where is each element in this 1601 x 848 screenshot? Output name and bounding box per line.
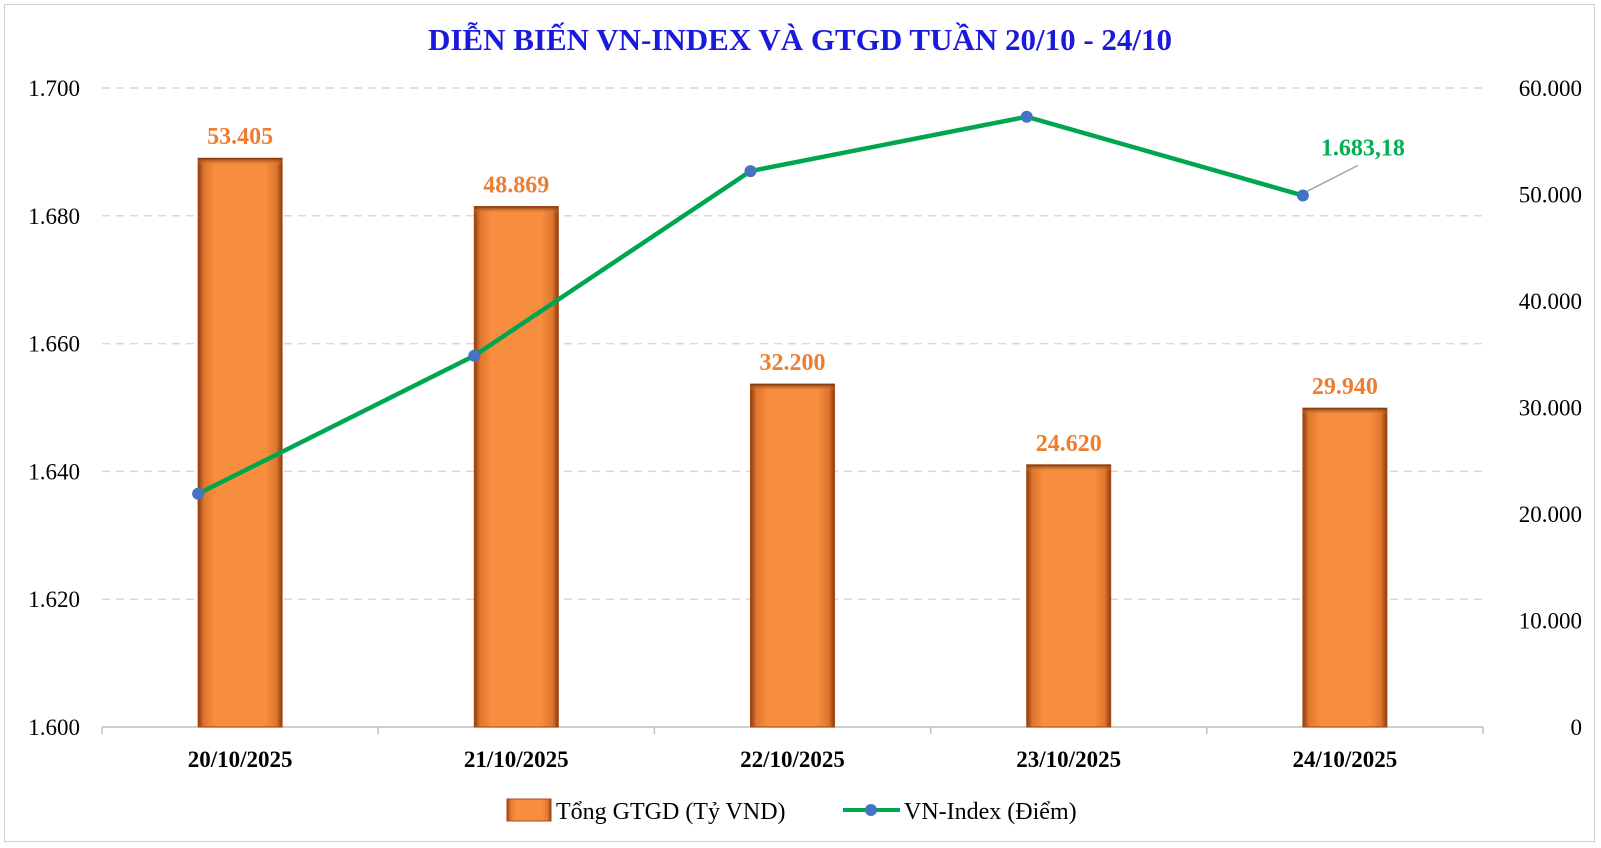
x-category-label: 24/10/2025	[1293, 747, 1398, 772]
bar-data-label: 29.940	[1312, 374, 1378, 400]
y-right-tick-label: 30.000	[1519, 396, 1582, 421]
line-data-labels: 1.683,18	[1306, 135, 1405, 193]
x-category-label: 22/10/2025	[740, 747, 845, 772]
legend-bar-swatch	[506, 798, 552, 822]
y-left-tick-label: 1.620	[28, 587, 80, 612]
bar-series	[197, 157, 1388, 728]
bar-data-labels: 53.405 48.869 32.200 24.620 29.940	[207, 124, 1378, 457]
y-right-tick-label: 10.000	[1519, 609, 1582, 634]
bar	[1302, 407, 1388, 728]
category-labels: 20/10/2025 21/10/2025 22/10/2025 23/10/2025…	[188, 747, 1398, 772]
y-left-tick-label: 1.640	[28, 459, 80, 484]
y-right-tick-label: 0	[1571, 715, 1583, 740]
chart-title: DIỄN BIẾN VN-INDEX VÀ GTGD TUẦN 20/10 - …	[428, 21, 1172, 57]
bar	[750, 383, 835, 728]
legend-item-bars: Tổng GTGD (Tỷ VND)	[506, 798, 786, 825]
legend-item-line: VN-Index (Điểm)	[843, 799, 1077, 825]
y-axis-right: 0 10.000 20.000 30.000 40.000 50.000 60.000	[1519, 76, 1582, 740]
y-right-tick-label: 20.000	[1519, 502, 1582, 527]
bar-top-bevel	[474, 206, 559, 214]
line-marker	[1296, 189, 1309, 202]
bar-data-label: 53.405	[207, 124, 273, 150]
bar-top-bevel	[198, 158, 283, 166]
bar-top-bevel	[750, 384, 835, 392]
y-left-tick-label: 1.680	[28, 204, 80, 229]
legend: Tổng GTGD (Tỷ VND) VN-Index (Điểm)	[506, 798, 1077, 825]
line-series	[192, 110, 1309, 500]
legend-line-label: VN-Index (Điểm)	[904, 799, 1077, 825]
line-data-label: 1.683,18	[1321, 135, 1405, 161]
y-left-tick-label: 1.660	[28, 332, 80, 357]
y-right-tick-label: 40.000	[1519, 289, 1582, 314]
y-axis-left: 1.600 1.620 1.640 1.660 1.680 1.700	[28, 76, 80, 740]
y-left-tick-label: 1.600	[28, 715, 80, 740]
x-category-label: 21/10/2025	[464, 747, 569, 772]
y-right-tick-label: 50.000	[1519, 183, 1582, 208]
line-marker	[1020, 110, 1033, 123]
bar	[473, 206, 559, 728]
line-marker	[744, 165, 757, 178]
bar-data-label: 48.869	[483, 173, 549, 199]
bar	[197, 157, 283, 728]
y-left-tick-label: 1.700	[28, 76, 80, 101]
x-category-label: 23/10/2025	[1016, 747, 1121, 772]
line-marker	[192, 487, 205, 500]
data-label-leader-line	[1306, 164, 1359, 193]
x-axis	[101, 726, 1484, 734]
legend-line-marker	[865, 804, 877, 816]
bar-top-bevel	[1026, 464, 1111, 472]
bar-data-label: 32.200	[760, 350, 826, 376]
legend-bar-label: Tổng GTGD (Tỷ VND)	[556, 799, 786, 825]
y-right-tick-label: 60.000	[1519, 76, 1582, 101]
line-marker	[468, 349, 481, 362]
x-category-label: 20/10/2025	[188, 747, 293, 772]
bar	[1026, 464, 1112, 728]
bar-data-label: 24.620	[1036, 431, 1102, 457]
bar-top-bevel	[1302, 408, 1387, 416]
